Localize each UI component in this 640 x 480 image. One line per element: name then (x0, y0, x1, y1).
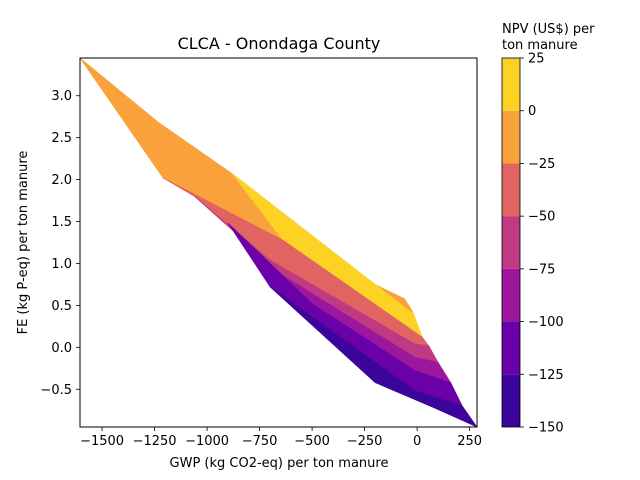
colorbar-segment--125-to--100 (502, 321, 520, 375)
colorbar-segment--25-to-0 (502, 110, 520, 164)
colorbar-segment--50-to--25 (502, 163, 520, 217)
x-tick-label: 250 (457, 434, 482, 449)
colorbar-tick-label: −100 (528, 315, 564, 330)
y-tick-label: 0.0 (51, 341, 72, 356)
contour-region-0-to-25 (232, 173, 424, 339)
plot-frame (79, 57, 478, 428)
colorbar: −150 −125 −100 −75 −50 −25 0 25 (501, 52, 564, 436)
y-tick-label: −0.5 (40, 383, 72, 398)
colorbar-segment--75-to--50 (502, 216, 520, 269)
colorbar-label-line-1: NPV (US$) per (502, 22, 595, 37)
contour-regions (79, 57, 478, 428)
colorbar-label-line-2: ton manure (502, 38, 578, 53)
colorbar-tick-label: −125 (528, 368, 564, 383)
x-axis: −1500 −1250 −1000 −750 −500 −250 0 250 (80, 427, 482, 449)
x-tick-label: 0 (413, 434, 421, 449)
colorbar-frame (501, 57, 521, 428)
x-axis-label: GWP (kg CO2-eq) per ton manure (170, 456, 389, 471)
y-tick-label: 2.0 (51, 173, 72, 188)
colorbar-tick-label: −50 (528, 210, 555, 225)
x-tick-label: −1250 (133, 434, 177, 449)
colorbar-segment--100-to--75 (502, 268, 520, 322)
x-tick-label: −750 (242, 434, 278, 449)
colorbar-tick-label: 0 (528, 104, 536, 119)
y-axis-label: FE (kg P-eq) per ton manure (16, 151, 31, 335)
y-tick-label: 1.0 (51, 257, 72, 272)
y-tick-label: 3.0 (51, 89, 72, 104)
x-tick-label: −1500 (80, 434, 124, 449)
y-axis: −0.5 0.0 0.5 1.0 1.5 2.0 2.5 3.0 (40, 89, 80, 398)
y-tick-label: 2.5 (51, 131, 72, 146)
x-tick-label: −250 (347, 434, 383, 449)
x-tick-label: −500 (294, 434, 330, 449)
colorbar-tick-label: −75 (528, 262, 555, 277)
colorbar-tick-label: −150 (528, 421, 564, 436)
y-tick-label: 0.5 (51, 299, 72, 314)
colorbar-tick-label: 25 (528, 52, 545, 67)
x-tick-label: −1000 (185, 434, 229, 449)
colorbar-segment--150-to--125 (502, 374, 520, 427)
colorbar-segment-0-to-25 (502, 58, 520, 111)
chart-title: CLCA - Onondaga County (178, 34, 381, 53)
colorbar-tick-label: −25 (528, 157, 555, 172)
y-tick-label: 1.5 (51, 215, 72, 230)
